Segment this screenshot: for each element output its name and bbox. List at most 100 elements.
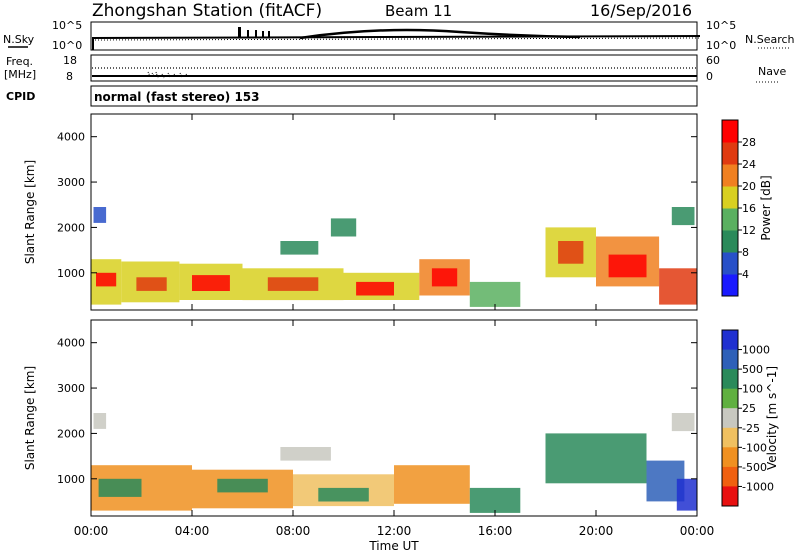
- velocity-y-tick-label: 2000: [57, 427, 85, 440]
- power-echo-patch: [93, 207, 107, 223]
- velocity-colorbar-tick-label: -100: [742, 441, 767, 454]
- velocity-y-tick-label: 1000: [57, 473, 85, 486]
- velocity-colorbar-tick-label: -1000: [742, 480, 774, 493]
- velocity-colorbar-cells: [722, 330, 738, 507]
- power-colorbar-tick-label: 8: [742, 246, 749, 259]
- power-y-label: Slant Range [km]: [23, 160, 37, 264]
- nave-noise: [147, 71, 189, 79]
- nsky-start-bar: [92, 38, 94, 50]
- velocity-echo-patches: [91, 413, 697, 513]
- freq-label-2: [MHz]: [4, 68, 36, 81]
- power-echo-patch: [192, 275, 230, 291]
- velocity-echo-patch: [676, 478, 697, 511]
- date-label: 16/Sep/2016: [590, 1, 692, 20]
- power-echo-patch: [469, 281, 521, 307]
- power-echo-patch: [280, 241, 319, 255]
- velocity-echo-patch: [280, 447, 331, 461]
- velocity-panel: 1000 2000 3000 4000 Slant Range [km]: [23, 319, 698, 517]
- velocity-colorbar: 1000 500 100 25 -25 -100 -500 -1000 Velocity [m…: [721, 329, 779, 507]
- station-title: Zhongshan Station (fitACF): [92, 1, 322, 21]
- power-echo-patch: [671, 207, 695, 226]
- power-colorbar-cells: [722, 120, 738, 297]
- freq-label-1: Freq.: [6, 55, 33, 68]
- x-axis-label: Time UT: [368, 539, 419, 553]
- power-colorbar-tick-label: 28: [742, 136, 756, 149]
- velocity-echo-patch: [671, 413, 695, 432]
- velocity-echo-patch: [469, 487, 521, 513]
- power-y-axis: 1000 2000 3000 4000: [57, 114, 698, 310]
- power-colorbar-cell: [722, 142, 738, 165]
- power-echo-patch: [267, 277, 319, 291]
- power-echo-patch: [96, 272, 117, 287]
- velocity-echo-patch: [93, 413, 107, 429]
- velocity-echo-patch: [318, 487, 369, 502]
- power-echo-patch: [136, 277, 167, 291]
- velocity-colorbar-cell: [722, 408, 738, 429]
- power-colorbar-tick-label: 24: [742, 158, 756, 171]
- nsky-strip: N.Sky 10^5 10^0 10^5 10^0 N.Search: [3, 19, 795, 52]
- nave-label: Nave: [758, 65, 786, 78]
- velocity-echo-patch: [545, 433, 647, 484]
- cpid-label: CPID: [6, 90, 35, 103]
- x-tick-label: 20:00: [579, 524, 614, 538]
- power-colorbar-cell: [722, 274, 738, 297]
- nsearch-tick-top: 10^5: [706, 19, 736, 32]
- power-colorbar-cell: [722, 252, 738, 275]
- nsky-spike: [255, 30, 257, 37]
- nsearch-label: N.Search: [745, 33, 795, 46]
- power-colorbar-label: Power [dB]: [759, 175, 773, 240]
- velocity-colorbar-label: Velocity [m s^-1]: [765, 366, 779, 470]
- power-colorbar-tick-label: 16: [742, 202, 756, 215]
- velocity-colorbar-cell: [722, 466, 738, 487]
- power-colorbar-cell: [722, 120, 738, 143]
- x-tick-label: 16:00: [478, 524, 513, 538]
- velocity-colorbar-cell: [722, 486, 738, 507]
- velocity-colorbar-cell: [722, 447, 738, 468]
- nave-tick-top: 60: [706, 54, 720, 67]
- power-y-tick-label: 1000: [57, 267, 85, 280]
- power-colorbar-tick-label: 12: [742, 224, 756, 237]
- power-y-tick-label: 3000: [57, 176, 85, 189]
- power-echo-patch: [431, 268, 458, 287]
- power-colorbar-cell: [722, 230, 738, 253]
- nsky-trace: [91, 35, 701, 39]
- power-echo-patch: [608, 254, 647, 278]
- nsky-bump: [299, 28, 581, 40]
- mode-label: normal (fast stereo) 153: [94, 90, 260, 104]
- nsky-spike: [262, 31, 264, 37]
- x-tick-label: 08:00: [276, 524, 311, 538]
- power-echo-patch: [330, 218, 357, 237]
- nsearch-tick-bottom: 10^0: [706, 39, 736, 52]
- power-colorbar-cell: [722, 208, 738, 231]
- velocity-colorbar-tick-label: 25: [742, 402, 756, 415]
- nsky-tick-top: 10^5: [52, 19, 82, 32]
- power-echo-patch: [558, 241, 584, 264]
- velocity-colorbar-tick-label: 500: [742, 363, 763, 376]
- nsky-spike: [247, 30, 249, 37]
- velocity-y-tick-label: 3000: [57, 382, 85, 395]
- velocity-colorbar-tick-label: 1000: [742, 344, 770, 357]
- velocity-colorbar-cell: [722, 330, 738, 351]
- power-colorbar-tick-label: 4: [742, 268, 749, 281]
- power-echo-patch: [356, 281, 394, 296]
- beam-label: Beam 11: [385, 2, 452, 20]
- power-colorbar-cell: [722, 164, 738, 187]
- velocity-colorbar-cell: [722, 427, 738, 448]
- nsky-label: N.Sky: [3, 33, 35, 46]
- velocity-y-axis: 1000 2000 3000 4000: [57, 320, 698, 516]
- cpid-frame: [90, 85, 698, 107]
- power-y-tick-label: 4000: [57, 131, 85, 144]
- power-y-tick-label: 2000: [57, 221, 85, 234]
- velocity-colorbar-frame: [721, 329, 739, 507]
- nsky-spike: [238, 27, 241, 37]
- velocity-colorbar-ticks: 1000 500 100 25 -25 -100 -500 -1000: [738, 344, 774, 493]
- nsky-spike: [268, 31, 270, 37]
- freq-tick-bottom: 8: [66, 70, 73, 83]
- time-x-axis: 00:00 04:00 08:00 12:00 16:00 20:00 00:00: [74, 524, 715, 538]
- power-colorbar-tick-label: 20: [742, 180, 756, 193]
- velocity-echo-patch: [394, 465, 470, 504]
- velocity-colorbar-cell: [722, 349, 738, 370]
- power-echo-patches: [91, 207, 697, 307]
- velocity-echo-patch: [217, 478, 268, 493]
